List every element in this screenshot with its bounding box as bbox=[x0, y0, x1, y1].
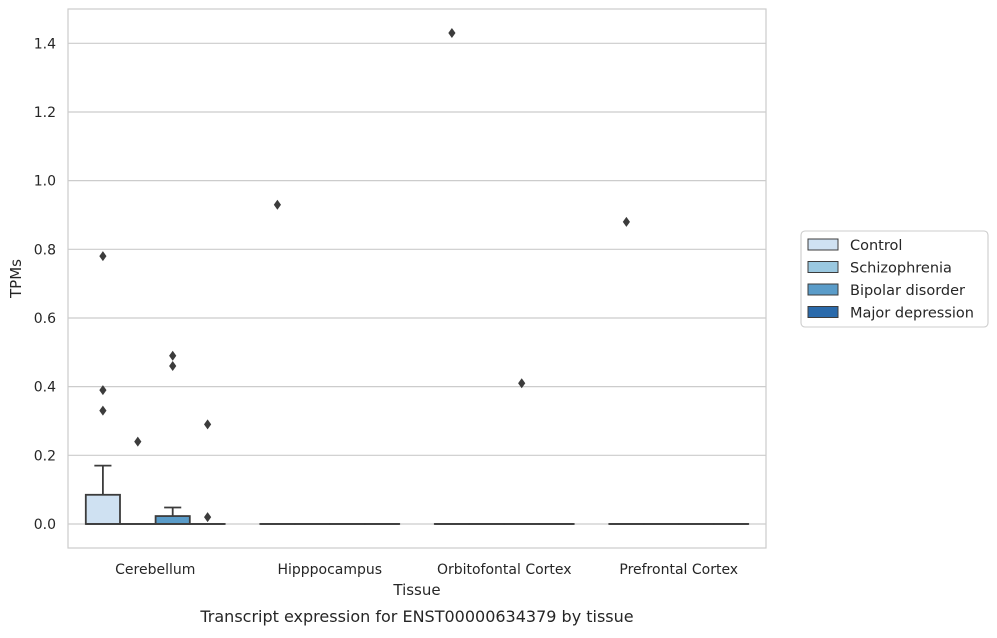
x-tick-label: Cerebellum bbox=[115, 562, 195, 578]
grid-lines bbox=[68, 43, 766, 524]
outlier-point bbox=[623, 217, 630, 227]
legend-label: Major depression bbox=[850, 306, 974, 322]
box-group bbox=[190, 419, 224, 524]
y-tick-label: 0.0 bbox=[34, 517, 56, 533]
y-tick-label: 0.4 bbox=[34, 380, 56, 396]
outlier-point bbox=[204, 419, 211, 429]
box bbox=[156, 516, 190, 524]
legend-swatch bbox=[808, 307, 838, 318]
y-tick-labels: 0.0 0.2 0.4 0.6 0.8 1.0 1.2 1.4 bbox=[34, 36, 56, 533]
x-axis-title: Tissue bbox=[392, 581, 440, 599]
legend-swatch bbox=[808, 284, 838, 295]
x-tick-label: Hipppocampus bbox=[277, 562, 382, 578]
outlier-point bbox=[274, 200, 281, 210]
box-group bbox=[156, 351, 190, 524]
outlier-point bbox=[99, 406, 106, 416]
x-tick-label: Orbitofontal Cortex bbox=[437, 562, 572, 578]
box-group bbox=[260, 200, 294, 524]
chart-caption: Transcript expression for ENST0000063437… bbox=[199, 607, 633, 626]
outlier-point bbox=[169, 361, 176, 371]
box-marks bbox=[86, 28, 748, 524]
y-tick-label: 0.2 bbox=[34, 448, 56, 464]
legend: Control Schizophrenia Bipolar disorder Majo… bbox=[801, 231, 988, 327]
outlier-point bbox=[134, 437, 141, 447]
plot-frame bbox=[68, 9, 766, 548]
y-tick-label: 0.8 bbox=[34, 242, 56, 258]
x-tick-label: Prefrontal Cortex bbox=[619, 562, 738, 578]
y-tick-label: 1.4 bbox=[34, 36, 56, 52]
x-tick-labels: Cerebellum Hipppocampus Orbitofontal Corte… bbox=[115, 562, 738, 578]
y-tick-label: 1.2 bbox=[34, 105, 56, 121]
outlier-point bbox=[169, 351, 176, 361]
box bbox=[86, 495, 120, 524]
legend-label: Control bbox=[850, 238, 902, 254]
y-tick-label: 1.0 bbox=[34, 174, 56, 190]
y-tick-label: 0.6 bbox=[34, 311, 56, 327]
legend-swatch bbox=[808, 262, 838, 273]
outlier-point bbox=[204, 512, 211, 522]
y-axis-title: TPMs bbox=[7, 259, 25, 299]
box-group bbox=[435, 28, 469, 524]
box-group bbox=[121, 437, 155, 524]
outlier-point bbox=[99, 251, 106, 261]
box-group bbox=[609, 217, 643, 524]
legend-swatch bbox=[808, 239, 838, 250]
box-group bbox=[505, 378, 539, 524]
box-group bbox=[86, 251, 120, 524]
legend-label: Bipolar disorder bbox=[850, 283, 965, 299]
outlier-point bbox=[448, 28, 455, 38]
legend-label: Schizophrenia bbox=[850, 261, 952, 277]
